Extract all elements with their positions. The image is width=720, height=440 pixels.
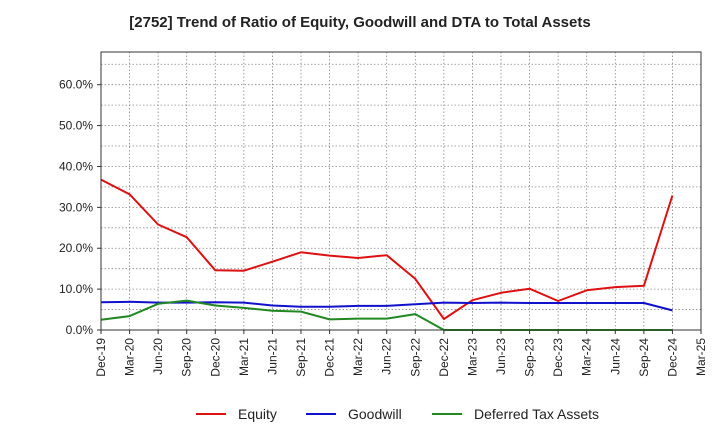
y-tick-label: 50.0% <box>59 119 93 133</box>
x-tick-label: Sep-22 <box>408 338 422 377</box>
y-tick-label: 0.0% <box>66 323 94 337</box>
x-tick-label: Jun-21 <box>265 338 279 375</box>
x-tick-label: Sep-24 <box>637 338 651 377</box>
x-tick-label: Mar-25 <box>694 338 708 376</box>
x-tick-label: Jun-20 <box>151 338 165 375</box>
chart-title: [2752] Trend of Ratio of Equity, Goodwil… <box>129 14 591 31</box>
x-tick-label: Dec-22 <box>437 338 451 377</box>
x-tick-label: Dec-20 <box>208 338 222 377</box>
y-tick-label: 30.0% <box>59 200 93 214</box>
x-tick-label: Mar-23 <box>465 338 479 376</box>
y-tick-label: 20.0% <box>59 241 93 255</box>
x-tick-label: Dec-21 <box>323 338 337 377</box>
grid-layer <box>100 52 702 330</box>
legend-label: Deferred Tax Assets <box>474 406 599 422</box>
y-tick-label: 60.0% <box>59 78 93 92</box>
series-line-goodwill <box>100 300 673 312</box>
x-tick-label: Jun-24 <box>608 338 622 375</box>
x-tick-label: Sep-23 <box>523 338 537 377</box>
x-tick-label: Mar-21 <box>237 338 251 376</box>
x-tick-label: Sep-21 <box>294 338 308 377</box>
y-tick-label: 10.0% <box>59 282 93 296</box>
axis-layer: 0.0% 10.0% 20.0% 30.0% 40.0% 50.0% 60.0% Dec-19… <box>59 51 708 377</box>
x-tick-label: Jun-23 <box>494 338 508 375</box>
legend-label: Equity <box>238 406 277 422</box>
series-layer <box>100 178 674 331</box>
series-line-equity <box>100 178 674 320</box>
plot-frame <box>100 51 702 331</box>
legend-label: Goodwill <box>348 406 402 422</box>
x-tick-label: Dec-24 <box>665 338 679 377</box>
legend: Equity Goodwill Deferred Tax Assets <box>196 406 599 422</box>
x-tick-label: Mar-20 <box>123 338 137 376</box>
x-tick-label: Dec-23 <box>551 338 565 377</box>
x-tick-label: Dec-19 <box>94 338 108 377</box>
y-tick-label: 40.0% <box>59 159 93 173</box>
x-tick-label: Mar-24 <box>580 338 594 376</box>
x-tick-label: Jun-22 <box>380 338 394 375</box>
x-tick-label: Mar-22 <box>351 338 365 376</box>
x-tick-label: Sep-20 <box>180 338 194 377</box>
